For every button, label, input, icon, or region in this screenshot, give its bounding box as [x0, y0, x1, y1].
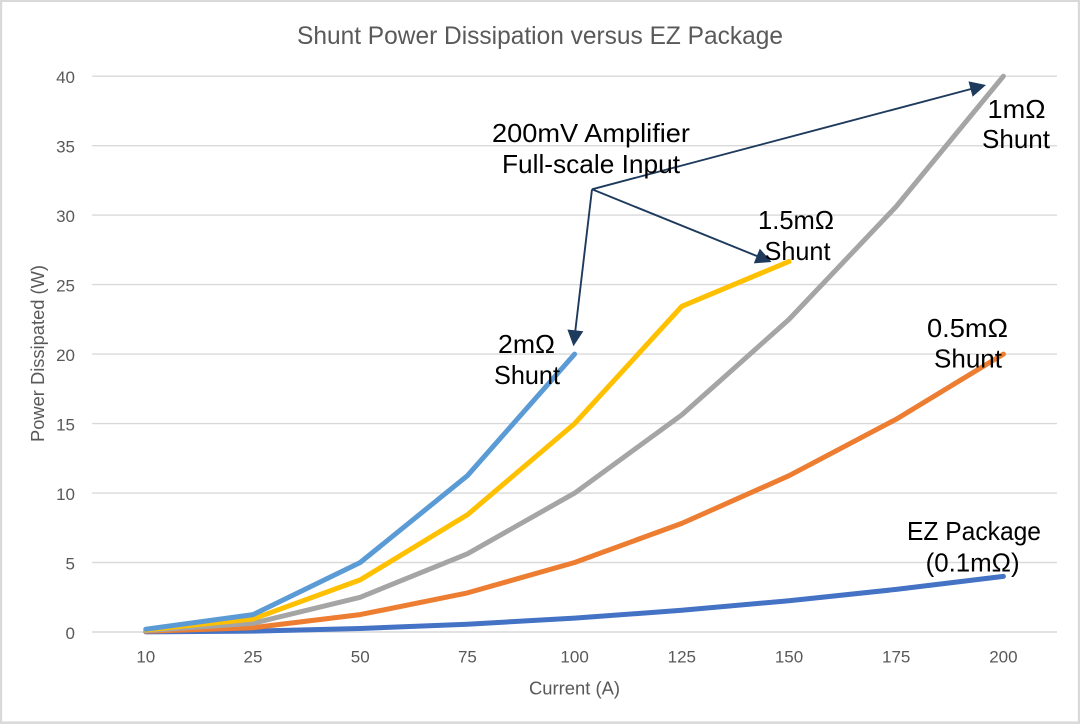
svg-text:EZ Package: EZ Package — [907, 516, 1041, 546]
svg-text:200mV Amplifier: 200mV Amplifier — [492, 118, 690, 148]
svg-text:10: 10 — [136, 647, 155, 666]
svg-text:30: 30 — [56, 207, 75, 226]
svg-text:125: 125 — [668, 647, 696, 666]
svg-text:1.5mΩ: 1.5mΩ — [758, 205, 834, 235]
svg-text:Shunt Power Dissipation versus: Shunt Power Dissipation versus EZ Packag… — [297, 22, 783, 50]
svg-text:Shunt: Shunt — [982, 124, 1051, 154]
svg-text:200: 200 — [989, 647, 1017, 666]
svg-text:0: 0 — [66, 624, 75, 643]
svg-text:150: 150 — [775, 647, 803, 666]
svg-text:25: 25 — [244, 647, 263, 666]
svg-text:Shunt: Shunt — [765, 236, 832, 266]
svg-text:1mΩ: 1mΩ — [988, 94, 1046, 124]
svg-text:75: 75 — [458, 647, 477, 666]
svg-text:20: 20 — [56, 346, 75, 365]
svg-text:2mΩ: 2mΩ — [498, 329, 555, 359]
svg-text:Full-scale Input: Full-scale Input — [502, 149, 681, 179]
svg-text:(0.1mΩ): (0.1mΩ) — [926, 547, 1020, 577]
svg-text:175: 175 — [882, 647, 910, 666]
svg-text:50: 50 — [351, 647, 370, 666]
svg-text:35: 35 — [56, 138, 75, 157]
svg-text:25: 25 — [56, 277, 75, 296]
svg-text:Current (A): Current (A) — [529, 678, 620, 699]
svg-text:10: 10 — [56, 485, 75, 504]
svg-text:Power Dissipated (W): Power Dissipated (W) — [27, 265, 48, 442]
svg-text:15: 15 — [56, 416, 75, 435]
svg-text:0.5mΩ: 0.5mΩ — [927, 313, 1008, 343]
svg-text:40: 40 — [56, 68, 75, 87]
svg-text:Shunt: Shunt — [494, 360, 561, 390]
svg-text:Shunt: Shunt — [934, 344, 1003, 374]
svg-text:5: 5 — [66, 555, 75, 574]
svg-text:100: 100 — [560, 647, 588, 666]
